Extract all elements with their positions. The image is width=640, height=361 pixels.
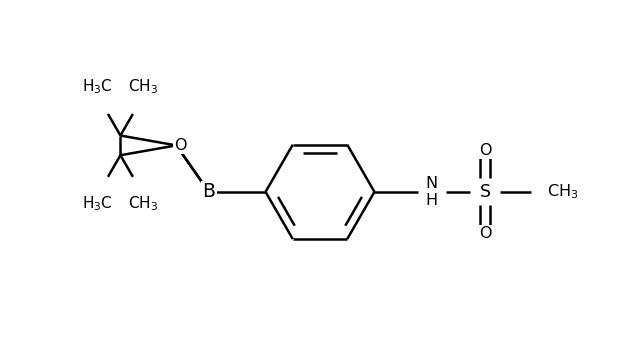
Text: H$_3$C: H$_3$C [83, 78, 113, 96]
Text: H$_3$C: H$_3$C [83, 195, 113, 213]
Text: CH$_3$: CH$_3$ [128, 78, 158, 96]
Text: O: O [174, 138, 186, 153]
Text: O: O [174, 138, 186, 153]
Text: CH$_3$: CH$_3$ [547, 183, 578, 201]
Text: O: O [479, 226, 492, 241]
Text: O: O [479, 143, 492, 158]
Text: CH$_3$: CH$_3$ [128, 195, 158, 213]
Text: S: S [479, 183, 490, 201]
Text: N
H: N H [425, 176, 437, 208]
Text: B: B [202, 182, 215, 201]
